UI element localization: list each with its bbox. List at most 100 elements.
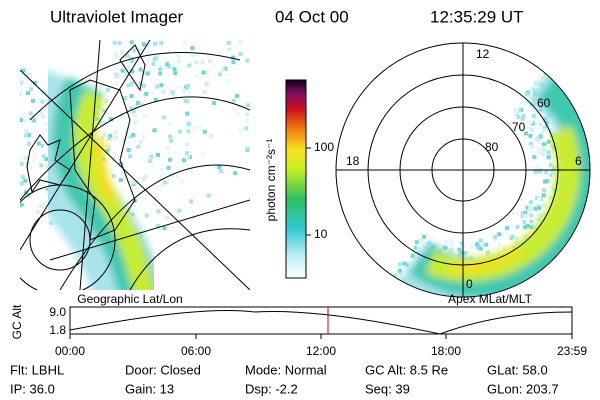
- speckle: [105, 87, 110, 92]
- speckle: [528, 200, 533, 205]
- speckle: [448, 238, 453, 243]
- altitude-tick-label: 1.8: [49, 323, 66, 337]
- speckle: [148, 158, 153, 163]
- mlt-label: 18: [346, 154, 360, 168]
- speckle: [190, 54, 195, 59]
- speckle: [5, 52, 9, 56]
- speckle: [548, 162, 553, 167]
- speckle: [12, 53, 16, 57]
- speckle: [186, 154, 191, 159]
- speckle: [206, 193, 211, 198]
- speckle: [0, 156, 4, 160]
- speckle: [108, 169, 113, 174]
- speckle: [105, 148, 110, 153]
- speckle: [523, 210, 528, 215]
- speckle: [136, 101, 141, 106]
- speckle: [180, 179, 185, 184]
- speckle: [237, 41, 242, 46]
- speckle: [402, 261, 407, 266]
- speckle: [478, 238, 483, 243]
- speckle: [20, 181, 24, 186]
- speckle: [182, 40, 187, 45]
- speckle: [146, 56, 151, 61]
- speckle: [542, 148, 547, 153]
- speckle: [524, 92, 529, 97]
- speckle: [185, 83, 190, 88]
- speckle: [145, 71, 150, 76]
- speckle: [141, 178, 146, 183]
- speckle: [544, 120, 549, 125]
- speckle: [8, 47, 12, 51]
- speckle: [165, 62, 170, 67]
- speckle: [475, 242, 480, 247]
- speckle: [177, 129, 182, 134]
- speckle: [536, 147, 541, 152]
- speckle: [152, 128, 157, 133]
- speckle: [126, 65, 131, 70]
- speckle: [541, 152, 546, 157]
- speckle: [543, 179, 548, 184]
- speckle: [123, 73, 128, 78]
- speckle: [138, 67, 143, 72]
- speckle: [150, 90, 155, 95]
- speckle: [141, 135, 146, 140]
- speckle: [138, 140, 143, 145]
- speckle: [170, 90, 175, 95]
- speckle: [20, 79, 22, 84]
- speckle: [591, 164, 595, 168]
- speckle: [532, 155, 537, 160]
- speckle: [534, 214, 539, 219]
- speckle: [526, 125, 531, 130]
- speckle: [176, 59, 181, 64]
- speckle: [8, 141, 12, 145]
- speckle: [497, 232, 502, 237]
- speckle: [2, 117, 6, 121]
- speckle: [459, 241, 464, 246]
- speckle: [200, 151, 205, 156]
- speckle: [186, 129, 191, 134]
- speckle: [551, 166, 556, 171]
- speckle: [25, 91, 30, 96]
- speckle: [535, 152, 540, 157]
- speckle: [49, 220, 54, 225]
- speckle: [574, 234, 579, 239]
- speckle: [113, 135, 118, 140]
- speckle: [7, 138, 11, 142]
- speckle: [20, 114, 21, 119]
- speckle: [168, 88, 173, 93]
- speckle: [20, 117, 23, 122]
- status-field: GC Alt: 8.5 Re: [365, 362, 448, 377]
- speckle: [535, 166, 540, 171]
- speckle: [492, 235, 497, 240]
- speckle: [16, 176, 20, 180]
- speckle: [536, 213, 541, 218]
- speckle: [245, 112, 250, 117]
- speckle: [459, 251, 464, 256]
- geographic-image: [0, 40, 250, 290]
- speckle: [416, 246, 421, 251]
- speckle: [233, 171, 238, 176]
- speckle: [120, 113, 125, 118]
- speckle: [528, 133, 533, 138]
- speckle: [537, 205, 542, 210]
- speckle: [153, 97, 158, 102]
- speckle: [521, 114, 526, 119]
- speckle: [39, 204, 44, 209]
- speckle: [470, 244, 475, 249]
- speckle: [533, 170, 538, 175]
- speckle: [13, 190, 17, 194]
- speckle: [543, 117, 548, 122]
- speckle: [0, 166, 4, 170]
- speckle: [201, 70, 206, 75]
- speckle: [172, 94, 177, 99]
- time-label: 00:00: [55, 344, 85, 358]
- speckle: [523, 225, 528, 230]
- speckle: [414, 240, 419, 245]
- speckle: [546, 155, 551, 160]
- speckle: [529, 213, 534, 218]
- speckle: [229, 165, 234, 170]
- speckle: [146, 51, 151, 56]
- speckle: [583, 211, 588, 216]
- time-label: 12:00: [306, 344, 336, 358]
